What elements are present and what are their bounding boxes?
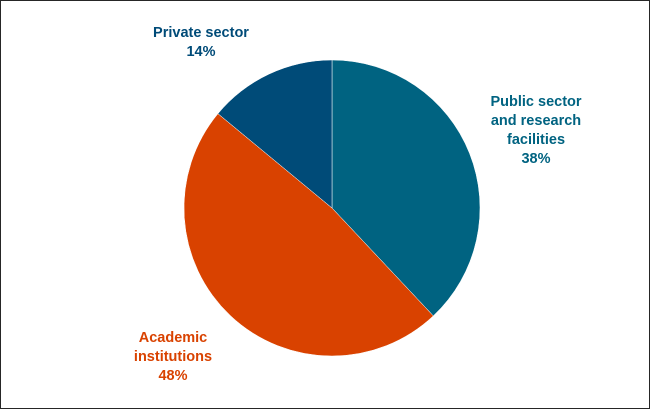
pie-slices [183,59,481,357]
pie-slice-private-sector [217,59,333,209]
slice-label-academic-institutions: Academic institutions 48% [113,329,233,386]
slice-label-line: and research [490,113,582,129]
pie-slice-public-sector [331,59,481,317]
slice-label-line: Academic [138,330,208,346]
slice-label-line: facilities [506,132,566,148]
slice-value-label: 38% [521,151,551,167]
slice-label-line: Public sector [490,94,582,110]
slice-label-line: institutions [133,349,213,365]
slice-value-label: 48% [158,368,188,384]
pie-slice-academic-institutions [183,113,434,357]
slice-label-private-sector: Private sector 14% [141,24,261,62]
slice-label-line: Private sector [153,25,249,41]
slice-value-label: 14% [186,44,216,60]
slice-label-public-sector: Public sector and research facilities 38… [476,93,596,169]
